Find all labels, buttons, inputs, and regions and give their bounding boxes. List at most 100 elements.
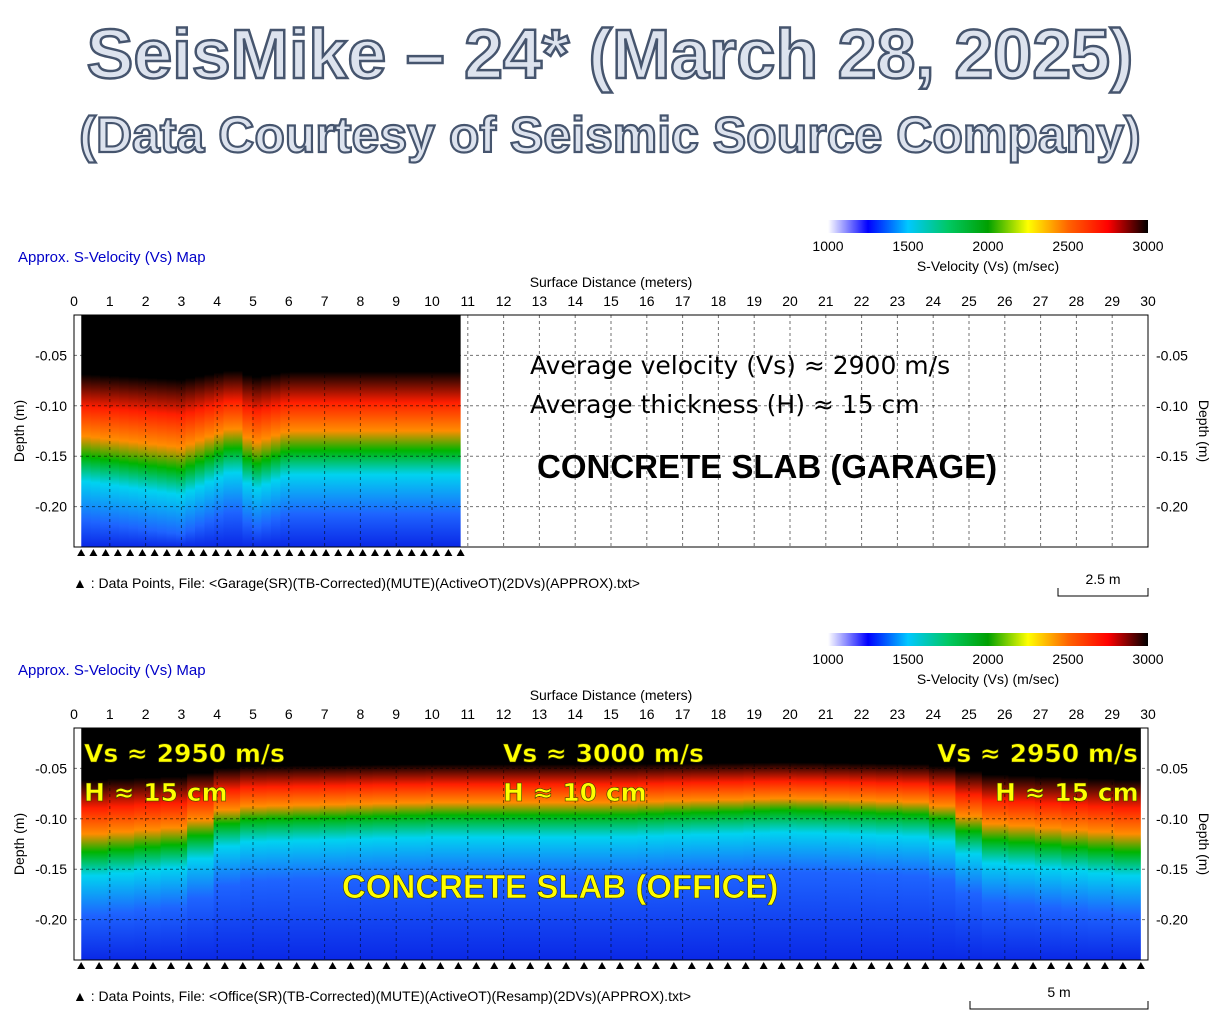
y-tick-label-right: -0.20 — [1156, 912, 1188, 928]
data-point-marker — [419, 549, 428, 556]
colorbar-tick-label: 2500 — [1052, 238, 1083, 254]
colorbar — [828, 220, 1148, 233]
x-tick-label: 21 — [818, 706, 834, 722]
data-point-marker — [113, 962, 122, 969]
data-point-marker — [382, 962, 391, 969]
chart-annotation: H ≈ 15 cm — [84, 778, 228, 807]
data-point-marker — [220, 962, 229, 969]
x-tick-label: 22 — [854, 706, 870, 722]
chart-annotation: CONCRETE SLAB (GARAGE) — [537, 448, 997, 485]
y-tick-label-left: -0.05 — [35, 760, 67, 776]
y-tick-label-right: -0.15 — [1156, 861, 1188, 877]
data-point-marker — [508, 962, 517, 969]
x-tick-label: 25 — [961, 293, 977, 309]
y-axis-label-right: Depth (m) — [1196, 400, 1212, 462]
x-tick-label: 12 — [496, 706, 512, 722]
data-point-marker — [346, 549, 355, 556]
velocity-column — [452, 728, 480, 960]
x-tick-label: 24 — [925, 293, 941, 309]
x-tick-label: 22 — [854, 293, 870, 309]
x-tick-label: 7 — [321, 293, 329, 309]
colorbar-tick-label: 3000 — [1132, 651, 1163, 667]
x-tick-label: 13 — [532, 293, 548, 309]
data-point-marker — [1082, 962, 1091, 969]
velocity-column — [403, 315, 414, 547]
x-tick-label: 14 — [567, 706, 583, 722]
velocity-column — [280, 315, 291, 547]
data-point-marker — [166, 962, 175, 969]
data-point-marker — [328, 962, 337, 969]
velocity-map-svg-1: 1000 1500 2000 2500 3000 S-Velocity (Vs) (m/s… — [11, 633, 1212, 1010]
chart-annotation: H ≈ 15 cm — [995, 778, 1139, 807]
data-point-marker — [921, 962, 930, 969]
data-point-marker — [211, 549, 220, 556]
colorbar-tick-label: 2500 — [1052, 651, 1083, 667]
chart-annotation: H ≈ 10 cm — [503, 778, 647, 807]
data-point-marker — [418, 962, 427, 969]
y-axis-label-left: Depth (m) — [11, 813, 27, 875]
velocity-column — [160, 728, 188, 960]
velocity-column — [107, 728, 135, 960]
chart-annotation: Average thickness (H) ≈ 15 cm — [530, 390, 920, 419]
data-point-marker — [126, 549, 135, 556]
velocity-column — [346, 728, 374, 960]
data-point-marker — [669, 962, 678, 969]
data-point-marker — [490, 962, 499, 969]
velocity-column — [327, 315, 338, 547]
x-tick-label: 6 — [285, 706, 293, 722]
velocity-column — [399, 728, 427, 960]
velocity-column — [769, 728, 798, 960]
velocity-column — [1061, 728, 1089, 960]
velocity-column — [451, 315, 461, 547]
data-point-marker — [113, 549, 122, 556]
velocity-column — [1114, 728, 1141, 960]
chart-annotation: Vs ≈ 2950 m/s — [84, 739, 285, 768]
velocity-map-garage: 1000 1500 2000 2500 3000 S-Velocity (Vs) (m/s… — [0, 210, 1227, 610]
data-point-marker — [723, 962, 732, 969]
y-tick-label-left: -0.20 — [35, 499, 67, 515]
plot-frame — [73, 314, 1149, 548]
chart-annotation: Vs ≈ 2950 m/s — [937, 739, 1138, 768]
velocity-column — [157, 315, 168, 547]
chart-annotation: Average velocity (Vs) ≈ 2900 m/s — [530, 351, 950, 380]
velocity-column — [289, 315, 300, 547]
data-point-marker — [1029, 962, 1038, 969]
data-point-marker — [1064, 962, 1073, 969]
y-tick-label-right: -0.05 — [1156, 760, 1188, 776]
chart-title: Approx. S-Velocity (Vs) Map — [18, 662, 206, 679]
data-point-marker — [273, 549, 282, 556]
data-point-marker — [138, 549, 147, 556]
data-point-marker — [309, 549, 318, 556]
x-axis-label: Surface Distance (meters) — [530, 687, 693, 703]
velocity-column — [375, 315, 386, 547]
x-tick-label: 29 — [1104, 293, 1120, 309]
velocity-column — [822, 728, 851, 960]
data-point-marker — [89, 549, 98, 556]
data-point-marker — [77, 962, 86, 969]
data-point-marker — [346, 962, 355, 969]
data-point-marker — [224, 549, 233, 556]
grid — [74, 728, 1148, 960]
data-point-marker — [149, 962, 158, 969]
velocity-column — [637, 728, 665, 960]
x-tick-label: 17 — [675, 293, 691, 309]
data-point-marker — [598, 962, 607, 969]
velocity-column — [422, 315, 433, 547]
data-point-marker — [310, 962, 319, 969]
data-point-marker — [705, 962, 714, 969]
data-point-marker — [651, 962, 660, 969]
velocity-column — [372, 728, 400, 960]
x-tick-label: 5 — [249, 293, 257, 309]
x-tick-label: 8 — [357, 706, 365, 722]
colorbar-label: S-Velocity (Vs) (m/sec) — [917, 258, 1059, 274]
velocity-column — [299, 315, 310, 547]
data-point-marker — [238, 962, 247, 969]
data-point-marker — [236, 549, 245, 556]
x-tick-label: 26 — [997, 706, 1013, 722]
velocity-column — [318, 315, 329, 547]
scale-bar-label: 5 m — [1047, 984, 1070, 1000]
colorbar-tick-label: 1000 — [812, 651, 843, 667]
x-tick-label: 25 — [961, 706, 977, 722]
data-point-marker — [260, 549, 269, 556]
velocity-column — [81, 315, 92, 547]
